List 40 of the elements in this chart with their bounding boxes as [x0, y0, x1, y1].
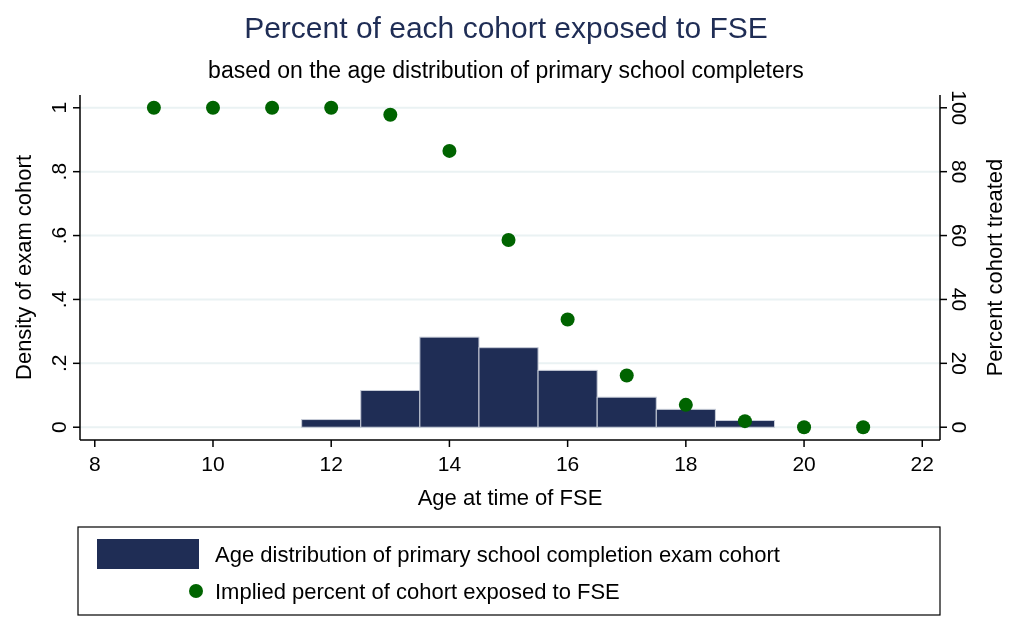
- y2-tick-label: 60: [948, 223, 971, 248]
- x-tick-label: 12: [319, 452, 343, 475]
- y2-tick-label: 80: [948, 159, 971, 184]
- point: [797, 420, 812, 435]
- x-tick-label: 10: [201, 452, 225, 475]
- point: [146, 100, 161, 115]
- y2-tick-label: 0: [948, 421, 971, 434]
- point: [501, 233, 516, 248]
- point: [383, 107, 398, 122]
- x-axis-title: Age at time of FSE: [417, 485, 603, 510]
- x-tick-label: 22: [910, 452, 934, 475]
- y2-axis-title: Percent cohort treated: [982, 158, 1007, 377]
- y-tick-label: .6: [47, 226, 70, 245]
- x-tick-label: 14: [437, 452, 462, 475]
- point: [205, 100, 220, 115]
- y-tick-label: .8: [47, 162, 70, 181]
- y2-tick-label: 100: [948, 90, 971, 126]
- chart-title: Percent of each cohort exposed to FSE: [244, 11, 768, 44]
- y-axis-title: Density of exam cohort: [11, 155, 36, 380]
- point: [324, 100, 339, 115]
- chart-subtitle: based on the age distribution of primary school completers: [208, 57, 804, 83]
- point: [737, 414, 752, 429]
- y2-tick-label: 20: [948, 351, 971, 376]
- point: [856, 420, 871, 435]
- y-tick-label: .4: [47, 290, 70, 309]
- y-tick-label: .2: [47, 354, 70, 373]
- point: [678, 397, 693, 412]
- point: [265, 100, 280, 115]
- x-tick-label: 16: [555, 452, 580, 475]
- point: [560, 312, 575, 327]
- x-tick-label: 8: [88, 452, 101, 475]
- legend-label: Age distribution of primary school completion exam cohort: [215, 542, 780, 567]
- y2-tick-label: 40: [948, 287, 971, 312]
- point: [619, 368, 634, 383]
- x-tick-label: 20: [792, 452, 816, 475]
- y-tick-label: 1: [47, 101, 70, 114]
- y-tick-label: 0: [47, 421, 70, 434]
- x-tick-label: 18: [674, 452, 698, 475]
- point: [442, 143, 457, 158]
- legend-label: Implied percent of cohort exposed to FSE: [215, 579, 620, 604]
